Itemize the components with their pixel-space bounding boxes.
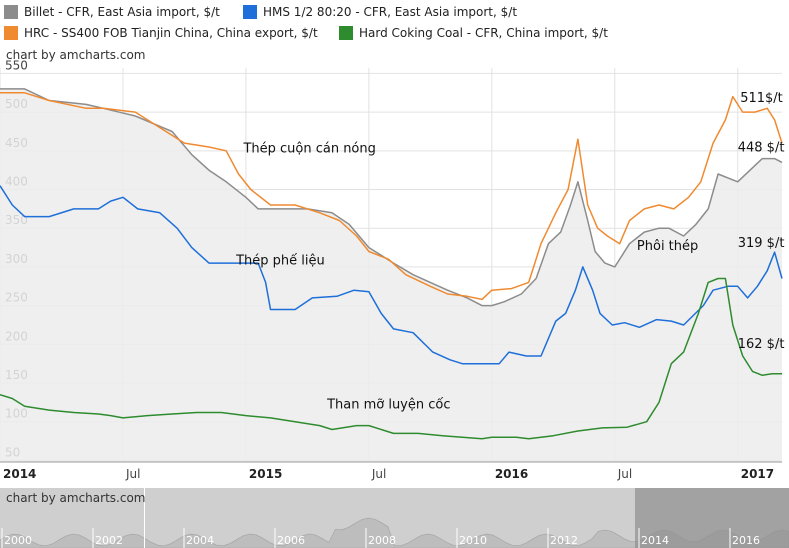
annotation-label: 448 $/t — [738, 141, 785, 156]
annotation-label: Thép cuộn cán nóng — [242, 141, 375, 156]
x-tick-label: Jul — [371, 467, 386, 481]
series-area-0 — [0, 88, 782, 463]
navigator-divider — [144, 488, 145, 548]
navigator-selection[interactable] — [635, 488, 789, 548]
annotation-label: Thép phế liệu — [235, 254, 325, 269]
legend-label-hrc: HRC - SS400 FOB Tianjin China, China exp… — [24, 26, 318, 40]
legend-item-coal[interactable]: Hard Coking Coal - CFR, China import, $/… — [339, 26, 608, 40]
legend-label-hms: HMS 1/2 80:20 - CFR, East Asia import, $… — [263, 5, 518, 19]
legend-item-billet[interactable]: Billet - CFR, East Asia import, $/t — [4, 5, 220, 19]
navigator-year-label: 2012 — [550, 534, 578, 547]
x-tick-label: Jul — [125, 467, 140, 481]
series-line-0[interactable] — [0, 88, 783, 307]
x-tick-label: 2016 — [495, 467, 528, 481]
x-tick-label: 2014 — [3, 467, 36, 481]
legend-swatch-coal — [339, 26, 353, 40]
annotation-label: Than mỡ luyện cốc — [326, 398, 450, 413]
x-tick-label: Jul — [617, 467, 632, 481]
x-tick-label: 2017 — [741, 467, 774, 481]
y-tick-label: 550 — [5, 58, 28, 72]
series-line-1[interactable] — [0, 92, 783, 301]
series-line-2[interactable] — [0, 185, 783, 365]
navigator-year-label: 2000 — [4, 534, 32, 547]
x-tick-label: 2015 — [249, 467, 282, 481]
legend-swatch-hms — [243, 5, 257, 19]
legend-label-billet: Billet - CFR, East Asia import, $/t — [24, 5, 220, 19]
navigator-year-label: 2006 — [277, 534, 305, 547]
annotation-label: Phôi thép — [637, 239, 698, 254]
scrollbar-navigator[interactable]: 2000 2002 2004 2006 2008 2010 2012 2014 2016 — [0, 488, 789, 548]
chart-credit[interactable]: chart by amcharts.com — [6, 48, 146, 62]
navigator-year-label: 2002 — [95, 534, 123, 547]
navigator-year-label: 2008 — [368, 534, 396, 547]
navigator-credit[interactable]: chart by amcharts.com — [6, 491, 146, 505]
x-axis: 2014 Jul 2015 Jul 2016 Jul 2017 — [0, 461, 782, 481]
navigator-year-label: 2004 — [186, 534, 214, 547]
legend-item-hrc[interactable]: HRC - SS400 FOB Tianjin China, China exp… — [4, 26, 318, 40]
navigator-year-label: 2016 — [732, 534, 760, 547]
navigator-year-label: 2010 — [459, 534, 487, 547]
navigator-year-label: 2014 — [641, 534, 669, 547]
series-line-3[interactable] — [0, 277, 782, 440]
legend-swatch-hrc — [4, 26, 18, 40]
legend-label-coal: Hard Coking Coal - CFR, China import, $/… — [359, 26, 608, 40]
legend-item-hms[interactable]: HMS 1/2 80:20 - CFR, East Asia import, $… — [243, 5, 517, 19]
annotation-label: 162 $/t — [738, 337, 785, 352]
chart-annotations: Thép cuộn cán nóng Thép phế liệu Than mỡ l… — [235, 91, 784, 413]
chart-legend: Billet - CFR, East Asia import, $/t HMS … — [0, 0, 789, 46]
plot-area: 50100150200250300350400450500550 — [0, 58, 783, 463]
legend-swatch-billet — [4, 5, 18, 19]
annotation-label: 511$/t — [740, 91, 783, 106]
annotation-label: 319 $/t — [738, 236, 785, 251]
